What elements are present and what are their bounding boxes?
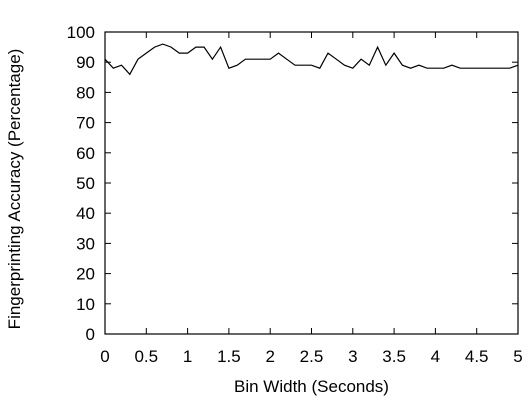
x-tick-label: 5 xyxy=(513,347,522,366)
x-axis: 0 0.5 1 1.5 2 2.5 3 3.5 4 4.5 5 xyxy=(100,32,522,366)
y-axis: 0 10 20 30 40 50 60 70 80 90 100 xyxy=(67,23,518,344)
x-axis-label: Bin Width (Seconds) xyxy=(234,377,389,396)
plot-border xyxy=(105,32,518,334)
x-tick-label: 1 xyxy=(183,347,192,366)
series-line xyxy=(105,44,518,74)
x-tick-label: 2 xyxy=(265,347,274,366)
x-tick-label: 2.5 xyxy=(300,347,324,366)
y-tick-label: 90 xyxy=(76,53,95,72)
y-tick-label: 40 xyxy=(76,204,95,223)
y-tick-label: 100 xyxy=(67,23,95,42)
y-tick-label: 80 xyxy=(76,83,95,102)
series-layer xyxy=(105,44,518,74)
x-tick-label: 1.5 xyxy=(217,347,241,366)
x-tick-label: 3.5 xyxy=(382,347,406,366)
x-tick-label: 0 xyxy=(100,347,109,366)
x-tick-label: 4 xyxy=(431,347,440,366)
plot-area xyxy=(105,32,518,334)
y-tick-label: 50 xyxy=(76,174,95,193)
x-tick-label: 3 xyxy=(348,347,357,366)
y-tick-label: 30 xyxy=(76,234,95,253)
y-tick-label: 10 xyxy=(76,295,95,314)
x-tick-label: 4.5 xyxy=(465,347,489,366)
y-tick-label: 70 xyxy=(76,114,95,133)
x-tick-label: 0.5 xyxy=(134,347,158,366)
y-tick-label: 60 xyxy=(76,144,95,163)
y-tick-label: 0 xyxy=(86,325,95,344)
y-axis-label: Fingerprinting Accuracy (Percentage) xyxy=(5,49,24,330)
y-tick-label: 20 xyxy=(76,265,95,284)
